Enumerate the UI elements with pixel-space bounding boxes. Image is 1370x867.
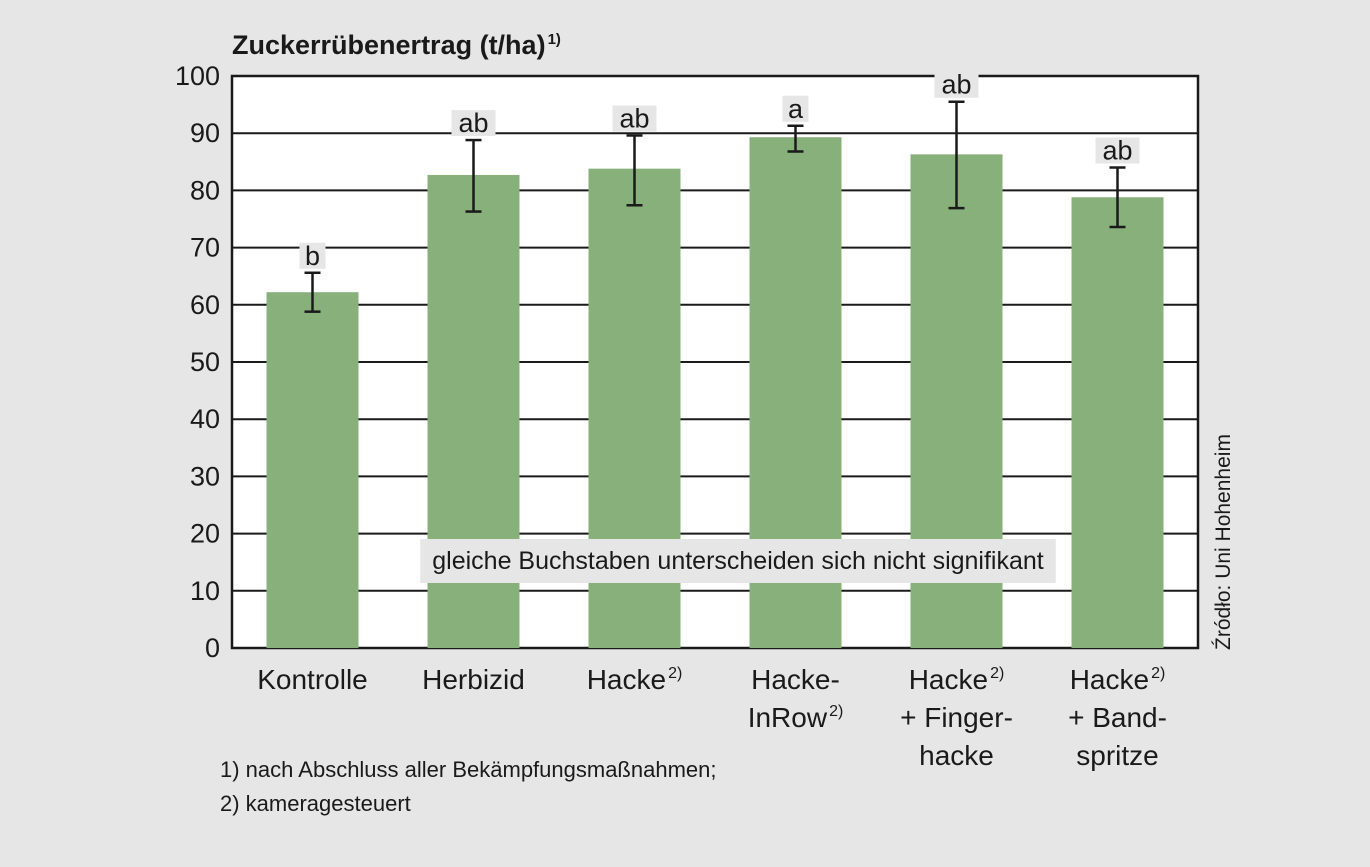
y-tick-label-50: 50: [190, 347, 220, 377]
category-label-6-line-2: + Band-: [1068, 702, 1167, 733]
category-label-text: hacke: [919, 740, 994, 771]
plot-frame: [230, 74, 1200, 650]
category-label-5-line-1: Hacke 2): [909, 664, 1005, 695]
footnote-1: 1) nach Abschluss aller Bekämpfungsmaßna…: [220, 757, 716, 782]
y-tick-label-80: 80: [190, 175, 220, 205]
category-label-superscript: 2): [990, 665, 1004, 682]
category-label-superscript: 2): [1151, 665, 1165, 682]
plot-area: 0 10 20 30 40 50 60 70 80 90 100 b ab ab a ab ab Kontroll…: [175, 61, 1200, 771]
y-tick-label-40: 40: [190, 404, 220, 434]
chart-title-superscript: 1): [548, 31, 561, 48]
category-label-text: Hacke: [587, 664, 666, 695]
category-label-text: + Band-: [1068, 702, 1167, 733]
category-label-6-line-1: Hacke 2): [1070, 664, 1166, 695]
bar-6: [1071, 197, 1164, 648]
category-label-superscript: 2): [668, 665, 682, 682]
significance-letter-box-5: [934, 71, 979, 98]
footnote-2: 2) kameragesteuert: [220, 791, 411, 816]
y-tick-label-10: 10: [190, 576, 220, 606]
y-tick-label-70: 70: [190, 233, 220, 263]
significance-letter-6: ab: [1102, 136, 1132, 166]
category-label-4-line-1: Hacke-: [751, 664, 840, 695]
y-tick-label-30: 30: [190, 461, 220, 491]
y-tick-label-0: 0: [205, 633, 220, 663]
y-tick-label-100: 100: [175, 61, 220, 91]
category-label-superscript: 2): [829, 703, 843, 720]
category-label-4-line-2: InRow 2): [748, 702, 844, 733]
category-label-1-line-1: Kontrolle: [257, 664, 368, 695]
category-label-5-line-2: + Finger-: [900, 702, 1013, 733]
category-label-text: Kontrolle: [257, 664, 368, 695]
y-tick-label-90: 90: [190, 118, 220, 148]
category-label-text: + Finger-: [900, 702, 1013, 733]
category-label-3-line-1: Hacke 2): [587, 664, 683, 695]
significance-letter-box-2: [451, 110, 496, 137]
significance-letter-box-1: [299, 242, 326, 269]
chart-title: Zuckerrübenertrag (t/ha): [232, 30, 546, 60]
category-label-text: Herbizid: [422, 664, 525, 695]
significance-note: gleiche Buchstaben unterscheiden sich ni…: [432, 547, 1044, 575]
significance-letter-2: ab: [458, 108, 488, 138]
category-label-text: InRow: [748, 702, 828, 733]
y-tick-label-60: 60: [190, 290, 220, 320]
significance-letter-1: b: [305, 241, 320, 271]
category-label-text: spritze: [1076, 740, 1158, 771]
source-credit: Źródło: Uni Hohenheim: [1212, 434, 1235, 650]
significance-letter-4: a: [788, 94, 804, 124]
category-label-2-line-1: Herbizid: [422, 664, 525, 695]
significance-letter-3: ab: [619, 103, 649, 133]
significance-note-box: [420, 539, 1056, 583]
significance-letter-box-3: [612, 105, 657, 132]
category-label-text: Hacke: [1070, 664, 1149, 695]
category-label-5-line-3: hacke: [919, 740, 994, 771]
significance-letter-box-6: [1095, 137, 1140, 164]
bar-1: [266, 292, 359, 648]
category-label-6-line-3: spritze: [1076, 740, 1158, 771]
category-label-text: Hacke: [909, 664, 988, 695]
significance-letter-5: ab: [941, 70, 971, 100]
significance-letter-box-4: [782, 95, 809, 122]
category-label-text: Hacke-: [751, 664, 840, 695]
y-tick-label-20: 20: [190, 519, 220, 549]
